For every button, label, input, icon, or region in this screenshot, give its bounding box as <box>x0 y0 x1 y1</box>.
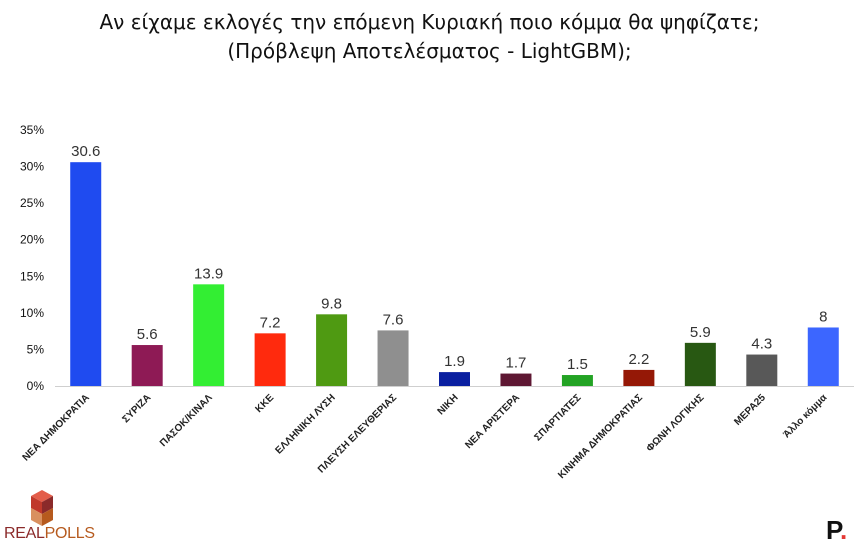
brand-logo: P. <box>826 515 847 546</box>
y-tick-label: 15% <box>20 269 44 283</box>
bar-value-label: 1.5 <box>567 356 588 373</box>
chart-title-line-1: Αν είχαμε εκλογές την επόμενη Κυριακή πο… <box>99 10 760 34</box>
chart-title: Αν είχαμε εκλογές την επόμενη Κυριακή πο… <box>0 8 859 66</box>
y-tick-label: 20% <box>20 233 44 247</box>
bar <box>316 314 348 386</box>
bar <box>684 342 716 386</box>
bar <box>439 372 470 386</box>
x-tick-label: ΣΠΑΡΤΙΑΤΕΣ <box>533 392 584 443</box>
bar-value-label: 4.3 <box>751 336 772 353</box>
y-tick-label: 5% <box>27 342 45 356</box>
bar-value-label: 13.9 <box>194 265 223 282</box>
x-tick-label: ΦΩΝΗ ΛΟΓΙΚΗΣ <box>645 392 707 454</box>
brand-letter: P <box>826 515 840 545</box>
bar-value-label: 2.2 <box>628 351 649 368</box>
bar-value-label: 7.6 <box>383 311 404 328</box>
logo-polls-text: POLLS <box>44 525 95 542</box>
bar <box>193 284 225 386</box>
x-tick-label: ΜΕΡΑ25 <box>732 392 768 428</box>
bar <box>561 375 593 386</box>
x-tick-label: ΣΥΡΙΖΑ <box>120 392 153 425</box>
y-tick-label: 10% <box>20 306 44 320</box>
x-tick-label: ΝΕΑ ΔΗΜΟΚΡΑΤΙΑ <box>21 392 92 463</box>
bar <box>377 330 409 386</box>
bar <box>746 354 778 386</box>
chart-title-line-2: (Πρόβλεψη Αποτελέσματος - LightGBM); <box>227 39 632 63</box>
bars: 30.6 5.6 13.9 7.2 9.8 7.6 1.9 1.7 1.5 2.2 5.9 4.3 8 <box>70 143 839 386</box>
bar <box>131 345 163 386</box>
bar-value-label: 5.9 <box>690 324 711 341</box>
x-tick-label: Άλλο κόμμα <box>781 392 830 441</box>
x-tick-label: ΝΕΑ ΑΡΙΣΤΕΡΑ <box>463 392 522 451</box>
bar-value-label: 7.2 <box>260 314 281 331</box>
realpolls-wordmark: REALPOLLS <box>4 525 95 543</box>
y-tick-label: 35% <box>20 123 44 137</box>
bar-value-label: 5.6 <box>137 326 158 343</box>
y-tick-label: 30% <box>20 160 44 174</box>
bar-value-label: 1.9 <box>444 353 465 370</box>
y-tick-label: 0% <box>27 379 45 393</box>
bar <box>807 327 839 386</box>
x-tick-label: ΝΙΚΗ <box>436 392 461 417</box>
x-tick-label: ΠΑΣΟΚ/ΚΙΝΑΛ <box>158 392 215 449</box>
bar-value-label: 9.8 <box>321 295 342 312</box>
bar-value-label: 1.7 <box>506 355 527 372</box>
bar-value-label: 8 <box>819 308 827 325</box>
bar <box>254 333 286 386</box>
logo-real-text: REAL <box>4 525 45 542</box>
y-axis: 0% 5% 10% 15% 20% 25% 30% 35% <box>20 123 44 393</box>
bar-value-label: 30.6 <box>71 143 100 160</box>
y-tick-label: 25% <box>20 196 44 210</box>
x-tick-label: ΚΚΕ <box>254 392 277 415</box>
brand-dot: . <box>840 515 848 545</box>
realpolls-cube-icon <box>31 490 53 526</box>
bar <box>623 369 655 386</box>
bar <box>500 373 532 386</box>
bar <box>70 162 102 386</box>
x-axis: ΝΕΑ ΔΗΜΟΚΡΑΤΙΑ ΣΥΡΙΖΑ ΠΑΣΟΚ/ΚΙΝΑΛ ΚΚΕΕΛΛΗΝΙ… <box>21 386 854 481</box>
realpolls-logo: REALPOLLS <box>4 488 114 544</box>
x-tick-label: ΕΛΛΗΝΙΚΗ ΛΥΣΗ <box>274 392 338 456</box>
